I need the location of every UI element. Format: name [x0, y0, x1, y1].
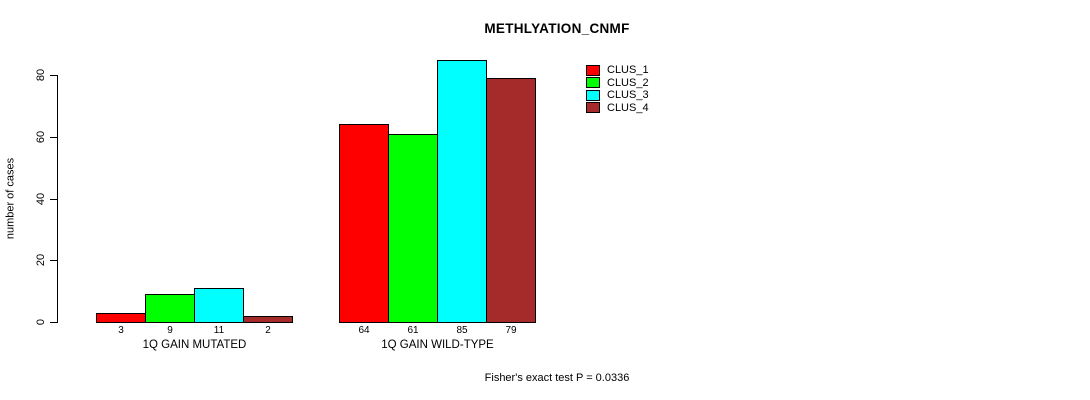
bar-clus_3	[437, 60, 487, 323]
legend-label: CLUS_3	[607, 89, 649, 101]
y-axis-title: number of cases	[4, 157, 17, 240]
y-axis-line	[57, 75, 58, 323]
bar-clus_4	[486, 78, 536, 323]
y-tick-mark	[50, 75, 57, 76]
bar-clus_3	[194, 288, 244, 323]
bar-value-label: 9	[167, 325, 173, 336]
y-tick-label: 40	[35, 192, 47, 205]
bar-clus_4	[243, 316, 293, 323]
stat-annotation: Fisher's exact test P = 0.0336	[484, 372, 630, 384]
legend-item: CLUS_1	[586, 64, 649, 76]
legend: CLUS_1 CLUS_2 CLUS_3 CLUS_4	[586, 64, 649, 115]
y-tick-mark	[50, 136, 57, 138]
legend-swatch	[586, 77, 600, 88]
legend-label: CLUS_1	[607, 64, 649, 76]
y-tick-label: 20	[35, 254, 47, 267]
y-tick-mark	[50, 322, 57, 323]
y-tick-mark	[50, 260, 57, 262]
bar-clus_1	[96, 313, 146, 323]
bar-value-label: 61	[407, 325, 419, 336]
group-label: 1Q GAIN MUTATED	[142, 339, 247, 351]
legend-label: CLUS_2	[607, 76, 649, 89]
group-label: 1Q GAIN WILD-TYPE	[381, 339, 494, 351]
legend-label: CLUS_4	[607, 101, 649, 114]
legend-item: CLUS_4	[586, 101, 649, 114]
y-tick-mark	[50, 198, 57, 200]
y-tick-label: 60	[35, 130, 47, 143]
legend-swatch	[586, 102, 600, 113]
bar-clus_1	[339, 124, 389, 323]
bar-value-label: 3	[118, 325, 124, 336]
bar-value-label: 64	[358, 325, 370, 336]
y-tick-label: 80	[35, 68, 47, 82]
legend-item: CLUS_3	[586, 89, 649, 101]
chart-title: METHLYATION_CNMF	[484, 21, 630, 36]
bar-value-label: 11	[213, 325, 225, 336]
bar-clus_2	[388, 134, 438, 323]
legend-swatch	[586, 64, 600, 76]
legend-item: CLUS_2	[586, 76, 649, 89]
legend-swatch	[586, 89, 600, 101]
bar-clus_2	[145, 294, 195, 323]
y-tick-label: 0	[35, 318, 47, 326]
bar-value-label: 79	[505, 325, 517, 336]
bar-value-label: 2	[265, 325, 271, 336]
bar-value-label: 85	[456, 325, 468, 336]
